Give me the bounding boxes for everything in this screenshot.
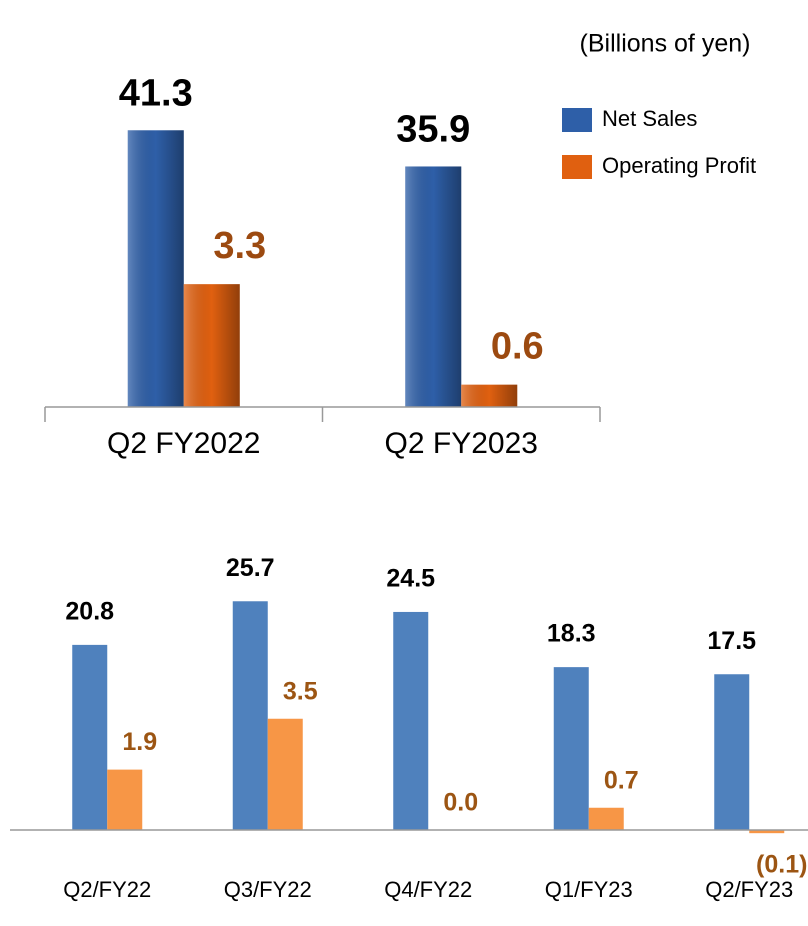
bar	[553, 667, 589, 830]
bar-shade	[127, 130, 184, 408]
value-label: 1.9	[122, 728, 157, 756]
value-label: 41.3	[119, 72, 193, 114]
x-tick-label: Q2/FY23	[705, 877, 793, 902]
bar	[749, 830, 785, 834]
value-label: 18.3	[547, 620, 596, 648]
value-label: 24.5	[386, 565, 435, 593]
x-tick-label: Q3/FY22	[224, 877, 312, 902]
bar	[72, 644, 108, 830]
x-tick-label: Q1/FY23	[545, 877, 633, 902]
bar	[267, 718, 303, 830]
x-tick-label: Q2/FY22	[63, 877, 151, 902]
x-tick-label: Q2 FY2022	[107, 427, 260, 460]
bar-shade	[183, 284, 240, 407]
bar	[588, 807, 624, 830]
legend-label: Net Sales	[602, 106, 697, 131]
value-label: 3.5	[283, 677, 318, 705]
value-label: 20.8	[65, 597, 114, 625]
value-label: 0.0	[443, 789, 478, 817]
x-tick-label: Q4/FY22	[384, 877, 472, 902]
value-label: 25.7	[226, 554, 275, 582]
value-label: 3.3	[213, 225, 266, 267]
value-label: 0.6	[491, 326, 544, 368]
bar	[714, 674, 750, 830]
legend-swatch	[562, 108, 592, 132]
x-tick-label: Q2 FY2023	[385, 427, 538, 460]
value-label: 0.7	[604, 766, 639, 794]
bar	[232, 601, 268, 830]
bar-shade	[461, 384, 518, 407]
value-label: 35.9	[396, 109, 470, 151]
value-label: (0.1)	[756, 851, 807, 879]
value-label: 17.5	[707, 627, 756, 655]
chart-subtitle: (Billions of yen)	[580, 30, 751, 58]
legend-swatch	[562, 155, 592, 179]
bar	[107, 769, 143, 830]
bar	[393, 611, 429, 830]
bar-shade	[405, 166, 462, 407]
legend-label: Operating Profit	[602, 153, 756, 178]
